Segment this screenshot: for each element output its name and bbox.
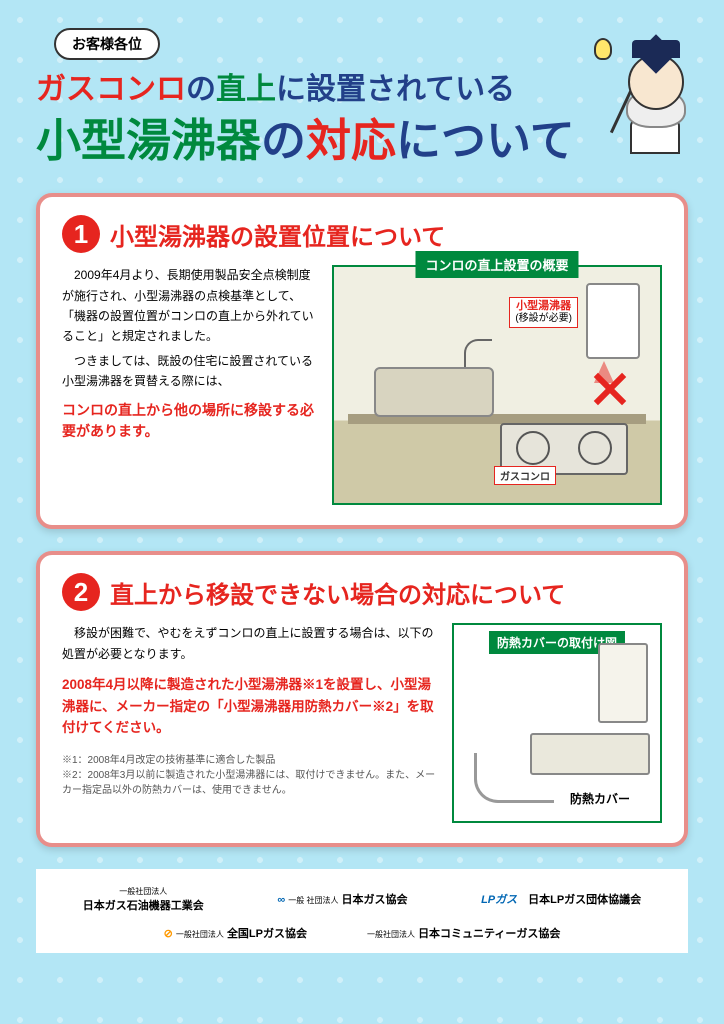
org-1: 一般社団法人日本ガス石油機器工業会: [83, 885, 204, 913]
section-2-text: 移設が困難で、やむをえずコンロの直上に設置する場合は、以下の処置が必要となります…: [62, 623, 436, 798]
water-heater-icon: [586, 283, 640, 359]
greeting-pill: お客様各位: [54, 28, 160, 60]
footer-orgs: 一般社団法人日本ガス石油機器工業会 ∞ 一般 社団法人 日本ガス協会 LPガス …: [36, 869, 688, 953]
section-2-card: 2 直上から移設できない場合の対応について 移設が困難で、やむをえずコンロの直上…: [36, 551, 688, 847]
section-1-figure: コンロの直上設置の概要 ガスコンロ 小型湯沸器(移設が必要): [332, 265, 662, 505]
section-number-2: 2: [62, 573, 100, 611]
section-2-title: 直上から移設できない場合の対応について: [110, 575, 565, 610]
heater-unit-icon: [598, 643, 648, 723]
section-1-card: 1 小型湯沸器の設置位置について 2009年4月より、長期使用製品安全点検制度が…: [36, 193, 688, 529]
faucet-icon: [464, 339, 492, 367]
sink-icon: [374, 367, 494, 417]
section-number-1: 1: [62, 215, 100, 253]
section-1-text: 2009年4月より、長期使用製品安全点検制度が施行され、小型湯沸器の点検基準とし…: [62, 265, 316, 505]
pipe-icon: [474, 753, 554, 803]
org-5: 一般社団法人 日本コミュニティーガス協会: [367, 925, 560, 941]
mascot-professor: [584, 36, 694, 156]
org-2: ∞ 一般 社団法人 日本ガス協会: [277, 891, 407, 907]
lightbulb-icon: [594, 38, 612, 60]
section-1-title: 小型湯沸器の設置位置について: [110, 217, 445, 252]
org-4: ⊘ 一般社団法人 全国LPガス協会: [164, 925, 307, 941]
section-2-figure: 防熱カバーの取付け図 防熱カバー: [452, 623, 662, 823]
cross-mark-icon: [590, 369, 630, 409]
org-3: LPガス 日本LPガス団体協議会: [481, 891, 641, 907]
